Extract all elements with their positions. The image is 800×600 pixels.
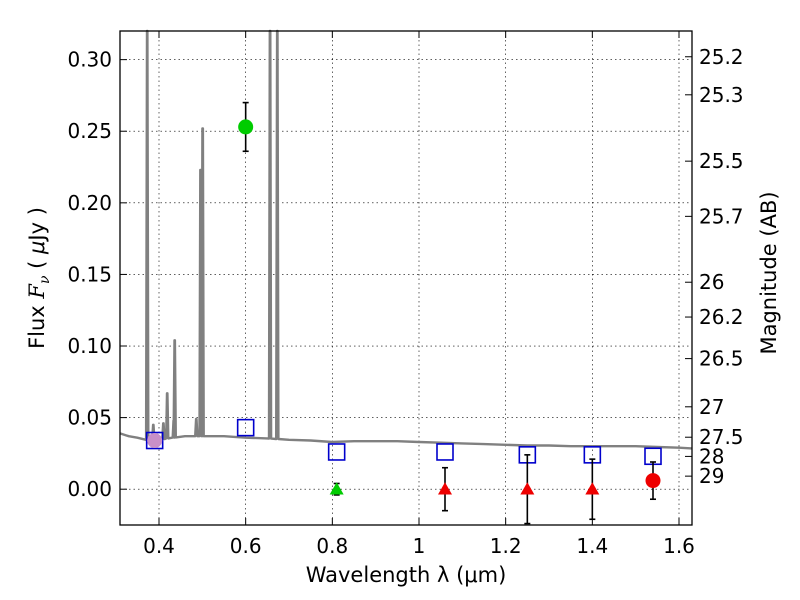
axis-ticks <box>120 31 692 525</box>
y2-tick-label: 25.2 <box>699 45 744 69</box>
y-tick-label: 0.15 <box>67 262 112 286</box>
y2-tick-label: 25.5 <box>699 149 744 173</box>
model-square-point <box>145 431 164 450</box>
model-spectrum-series <box>119 29 693 450</box>
plot-frame <box>119 30 693 526</box>
y-axis-title: Flux Fν ( μJy ) <box>25 207 53 349</box>
y2-tick-label: 27 <box>699 395 724 419</box>
observed-limit-triangle <box>438 482 452 495</box>
y-axis-title-close: ) <box>25 207 49 222</box>
y-axis-title-mu: μ <box>25 241 49 255</box>
x-axis-title: Wavelength λ (μm) <box>306 563 507 587</box>
y2-axis-title: Magnitude (AB) <box>757 191 781 354</box>
observed-detection-point <box>147 433 163 449</box>
y-tick-label: 0.20 <box>67 191 112 215</box>
model-square-point <box>327 443 346 461</box>
y-axis-title-symbol: F <box>25 283 49 300</box>
y2-tick-label: 25.7 <box>699 204 744 228</box>
x-tick-label: 0.8 <box>316 534 348 558</box>
tick-labels: 0.4 0.6 0.8 1 1.2 1.4 1.6 0.00 0.05 0.10 0.15 0.20 0… <box>67 45 743 558</box>
y2-tick-label: 26 <box>699 270 724 294</box>
photometry-markers <box>145 101 662 525</box>
y-axis-title-open: ( <box>25 254 49 276</box>
x-tick-label: 1.6 <box>663 534 695 558</box>
x-tick-label: 0.6 <box>230 534 262 558</box>
y-axis-title-subscript: ν <box>37 275 53 284</box>
observed-limit-triangle <box>329 482 344 495</box>
observed-detection-point <box>645 473 661 489</box>
observed-limit-triangle <box>520 482 535 495</box>
y-axis-title-unit: Jy <box>25 222 49 243</box>
observed-detection-point <box>238 119 254 135</box>
y-tick-label: 0.05 <box>67 406 112 430</box>
y2-tick-label: 28 <box>699 444 724 468</box>
grid-lines <box>120 31 692 525</box>
y-tick-label: 0.30 <box>67 48 112 72</box>
y2-tick-label: 26.5 <box>699 347 744 371</box>
x-tick-label: 1.2 <box>490 534 522 558</box>
model-square-point <box>236 418 255 437</box>
y-axis-title-prefix: Flux <box>25 299 49 349</box>
spectrum-line <box>119 29 693 450</box>
y-tick-label: 0.10 <box>67 334 112 358</box>
y-tick-label: 0.25 <box>67 119 112 143</box>
model-square-point <box>436 443 454 461</box>
y-tick-label: 0.00 <box>67 477 112 501</box>
x-tick-label: 1 <box>413 534 426 558</box>
x-tick-label: 0.4 <box>143 534 175 558</box>
observed-limit-triangle <box>585 482 600 495</box>
x-tick-label: 1.4 <box>576 534 608 558</box>
y2-tick-label: 27.5 <box>699 425 744 449</box>
y2-tick-label: 25.3 <box>699 83 744 107</box>
y2-tick-label: 26.2 <box>699 305 744 329</box>
y2-tick-label: 29 <box>699 464 724 488</box>
